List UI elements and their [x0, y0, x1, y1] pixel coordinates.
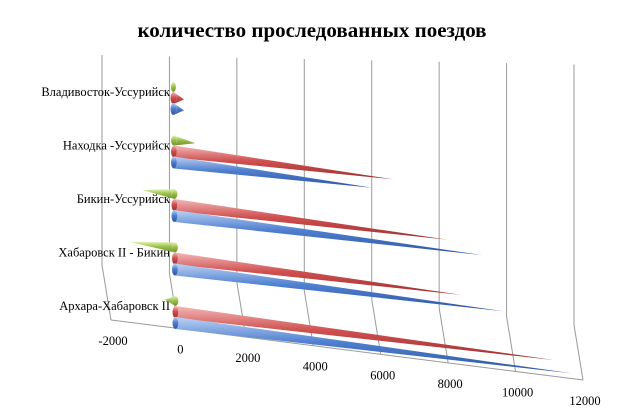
bar [142, 188, 178, 200]
bar-base [171, 209, 178, 223]
bar-base [170, 82, 176, 92]
bar-base [171, 198, 178, 212]
category-label: Владивосток-Уссурийск [41, 85, 171, 99]
x-tick-label: 6000 [370, 368, 395, 382]
bar-base [172, 305, 179, 319]
category-label: Находка -Уссурийск [63, 139, 171, 153]
floor-line [101, 264, 112, 321]
bar [170, 102, 185, 116]
bar-cone [128, 241, 175, 253]
bar-cone [173, 156, 373, 188]
x-tick-label: 0 [177, 343, 183, 357]
bar-cone [173, 135, 196, 146]
bar [172, 316, 572, 374]
bar-cone [173, 92, 185, 104]
bar-base [171, 188, 178, 200]
bar-cone [174, 263, 505, 312]
bar-base [171, 252, 179, 265]
bar-base [170, 145, 178, 158]
bar-base [170, 135, 178, 146]
bar [172, 305, 555, 361]
bar-base [171, 263, 179, 276]
floor-line [438, 307, 449, 363]
bar-cone [142, 189, 175, 199]
bar-base [170, 102, 177, 116]
floor-line [371, 299, 382, 355]
bar-base [171, 242, 179, 253]
bar-cone [175, 306, 555, 361]
category-label: Архара-Хабаровск II [59, 299, 170, 313]
bar [128, 241, 179, 253]
bar-cone [175, 317, 572, 374]
x-tick-label: 2000 [235, 351, 260, 365]
bar-base [172, 316, 179, 330]
category-label: Хабаровск II - Бикин [58, 246, 170, 260]
chart-title: количество проследованных поездов [137, 18, 487, 42]
bar-base [170, 156, 178, 169]
category-label: Бикин-Уссурийск [77, 192, 171, 206]
x-tick-label: -2000 [98, 334, 127, 348]
x-tick-label: 4000 [303, 360, 328, 374]
bar [170, 135, 196, 146]
bar [171, 263, 505, 312]
bar-base [172, 295, 179, 307]
bar-cone [174, 252, 462, 295]
bar [170, 91, 185, 105]
bar-cone [164, 296, 176, 306]
bar [170, 156, 373, 188]
floor-line [573, 324, 584, 381]
bar-cone [174, 210, 483, 256]
bar [170, 82, 176, 92]
x-tick-label: 8000 [438, 377, 463, 391]
x-tick-label: 10000 [502, 385, 533, 399]
bar-base [170, 91, 177, 105]
x-tick-label: 12000 [569, 394, 600, 408]
floor-line [506, 316, 517, 372]
bar [171, 209, 483, 256]
bar [170, 145, 394, 180]
bar-cone [173, 103, 185, 115]
bar-cone [173, 145, 394, 180]
bar-cone [174, 199, 448, 240]
